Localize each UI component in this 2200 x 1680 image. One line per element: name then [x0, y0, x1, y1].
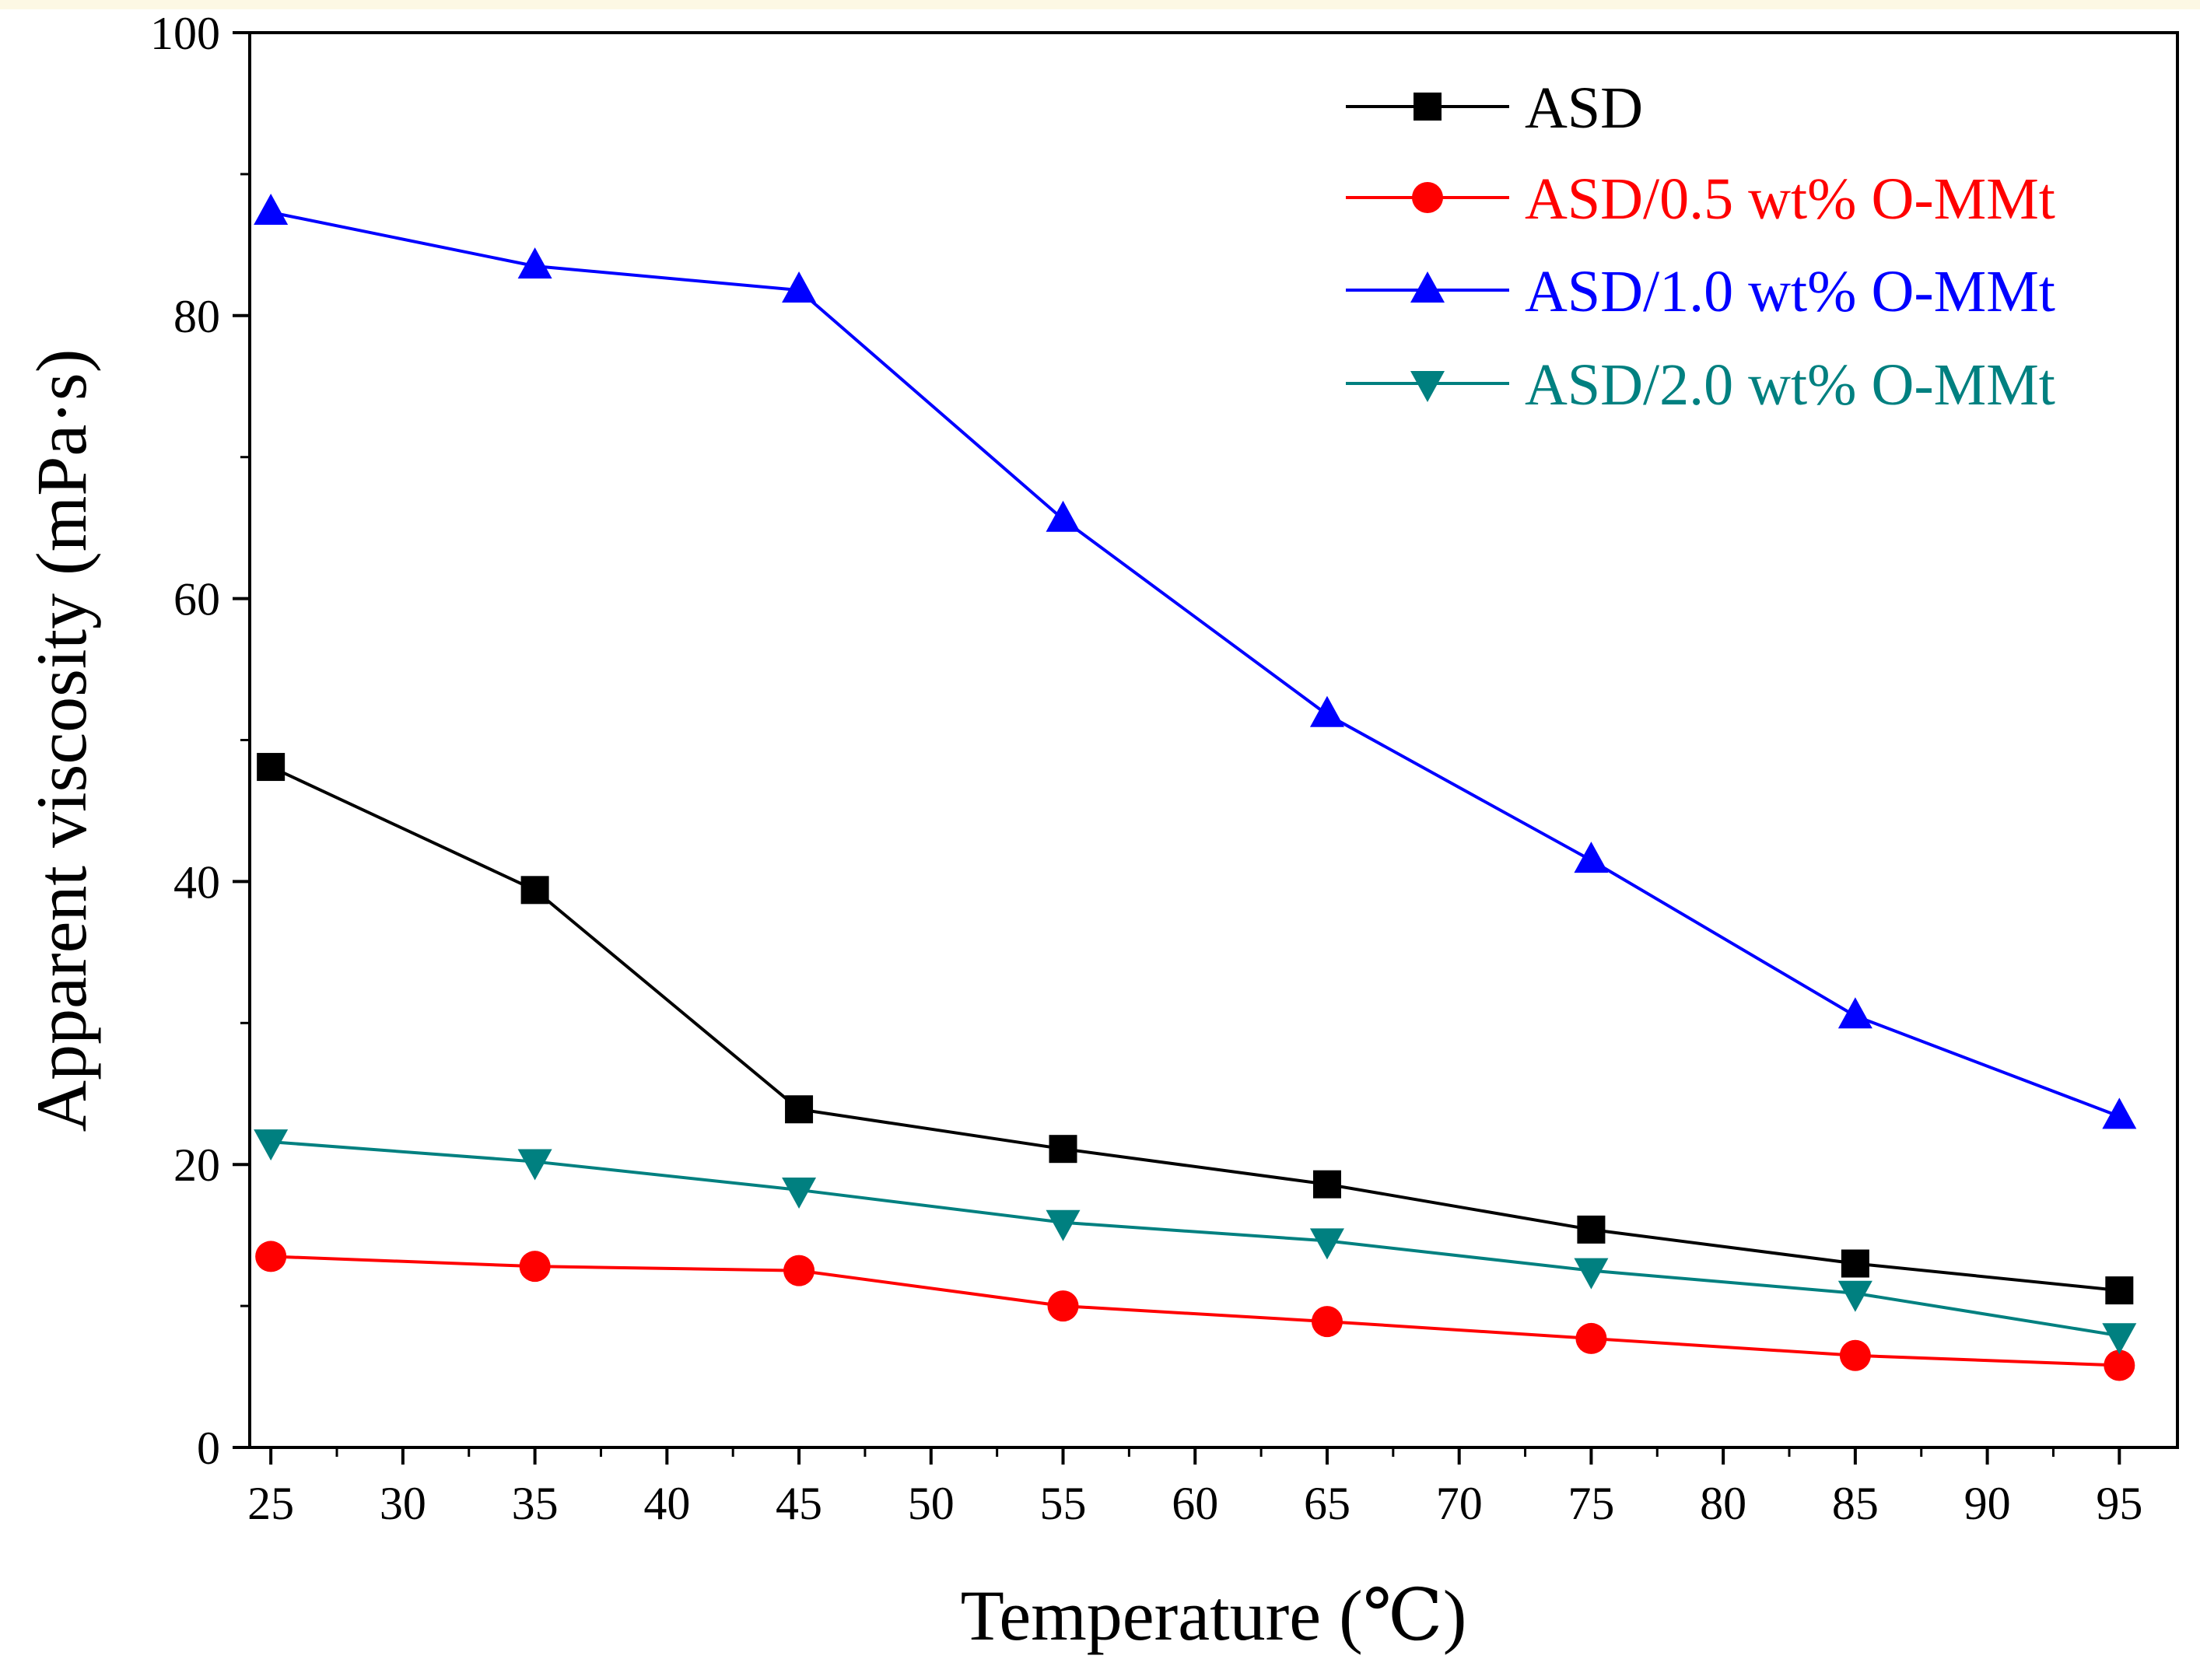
y-axis-ticks: 0 20 40 60 80 100 [150, 8, 250, 1474]
legend: ASD ASD/0.5 wt% O-MMt ASD/1.0 wt% O-MMt ASD… [1346, 75, 2055, 418]
series-1-point-75 [1577, 1215, 1606, 1244]
series-2-point-75 [1575, 1322, 1607, 1354]
x-tick-label-40: 40 [643, 1478, 690, 1529]
legend-item-2-label: ASD/0.5 wt% O-MMt [1525, 166, 2055, 232]
x-tick-label-35: 35 [512, 1478, 559, 1529]
y-tick-label-100: 100 [150, 8, 220, 59]
y-axis-label: Apparent viscosity (mPa·s) [22, 349, 101, 1132]
x-tick-label-90: 90 [1964, 1478, 2011, 1529]
series-2-point-65 [1311, 1306, 1343, 1338]
x-tick-label-95: 95 [2096, 1478, 2142, 1529]
legend-item-3-label: ASD/1.0 wt% O-MMt [1525, 259, 2055, 324]
series-3-point-35 [517, 247, 552, 279]
x-tick-label-25: 25 [247, 1478, 294, 1529]
series-4 [254, 1129, 2137, 1355]
y-tick-label-0: 0 [197, 1423, 220, 1474]
plot-frame [248, 31, 2179, 1449]
legend-item-4-label: ASD/2.0 wt% O-MMt [1525, 352, 2055, 418]
legend-item-1-marker [1414, 93, 1442, 121]
series-3-point-95 [2102, 1097, 2137, 1129]
top-strip [0, 0, 2200, 9]
series-2-point-95 [2104, 1349, 2135, 1381]
x-tick-label-45: 45 [776, 1478, 822, 1529]
series-3-point-85 [1837, 997, 1872, 1029]
x-tick-label-85: 85 [1832, 1478, 1879, 1529]
x-tick-label-70: 70 [1436, 1478, 1483, 1529]
legend-item-3-marker [1410, 271, 1445, 303]
legend-item-1-label: ASD [1525, 75, 1643, 141]
series-3-line [270, 211, 2121, 1118]
legend-item-2: ASD/0.5 wt% O-MMt [1346, 166, 2055, 232]
series-2-point-25 [255, 1241, 287, 1272]
series-4-point-45 [782, 1177, 817, 1209]
legend-item-4: ASD/2.0 wt% O-MMt [1346, 352, 2055, 418]
series-2 [255, 1241, 2135, 1381]
series-3 [254, 194, 2137, 1129]
series-4-point-75 [1574, 1258, 1609, 1290]
x-tick-label-60: 60 [1172, 1478, 1218, 1529]
series-layer [254, 194, 2137, 1381]
series-1-point-55 [1049, 1135, 1077, 1164]
series-4-point-95 [2102, 1323, 2137, 1355]
series-2-point-85 [1839, 1339, 1871, 1371]
series-3-point-75 [1574, 842, 1609, 873]
series-4-point-65 [1309, 1228, 1344, 1260]
series-4-line [271, 1140, 2120, 1338]
series-1-point-95 [2105, 1276, 2134, 1305]
y-tick-label-20: 20 [173, 1139, 220, 1191]
x-tick-label-65: 65 [1304, 1478, 1350, 1529]
legend-item-2-marker [1412, 182, 1443, 213]
series-1-point-35 [520, 876, 549, 905]
x-tick-label-80: 80 [1700, 1478, 1746, 1529]
series-4-point-25 [254, 1129, 289, 1161]
x-tick-label-55: 55 [1040, 1478, 1087, 1529]
series-2-point-55 [1047, 1290, 1079, 1322]
legend-item-1: ASD [1346, 75, 1643, 141]
series-4-point-55 [1046, 1209, 1081, 1241]
series-2-point-45 [783, 1255, 815, 1286]
series-3-point-25 [254, 194, 289, 226]
series-2-point-35 [519, 1251, 551, 1283]
series-3-point-65 [1309, 695, 1344, 727]
series-1 [257, 753, 2134, 1305]
y-tick-label-40: 40 [173, 856, 220, 908]
series-1-point-45 [785, 1095, 814, 1124]
legend-item-3: ASD/1.0 wt% O-MMt [1346, 259, 2055, 324]
series-1-point-25 [257, 753, 286, 782]
x-tick-label-30: 30 [380, 1478, 426, 1529]
series-1-point-85 [1841, 1249, 1869, 1278]
legend-item-4-marker [1410, 371, 1445, 402]
y-tick-label-80: 80 [173, 291, 220, 342]
y-tick-label-60: 60 [173, 574, 220, 625]
series-4-point-35 [517, 1149, 552, 1181]
x-tick-label-50: 50 [908, 1478, 955, 1529]
x-tick-label-75: 75 [1568, 1478, 1614, 1529]
series-1-line [270, 765, 2120, 1293]
series-3-point-55 [1046, 500, 1081, 532]
series-4-point-85 [1837, 1280, 1872, 1312]
series-1-point-65 [1312, 1170, 1341, 1199]
x-axis-ticks: 25 30 35 40 45 50 55 60 65 70 75 80 85 90 95 [247, 1447, 2142, 1529]
series-3-point-45 [782, 271, 817, 303]
x-axis-label: Temperature (℃) [961, 1576, 1467, 1655]
series-2-line [271, 1255, 2120, 1367]
